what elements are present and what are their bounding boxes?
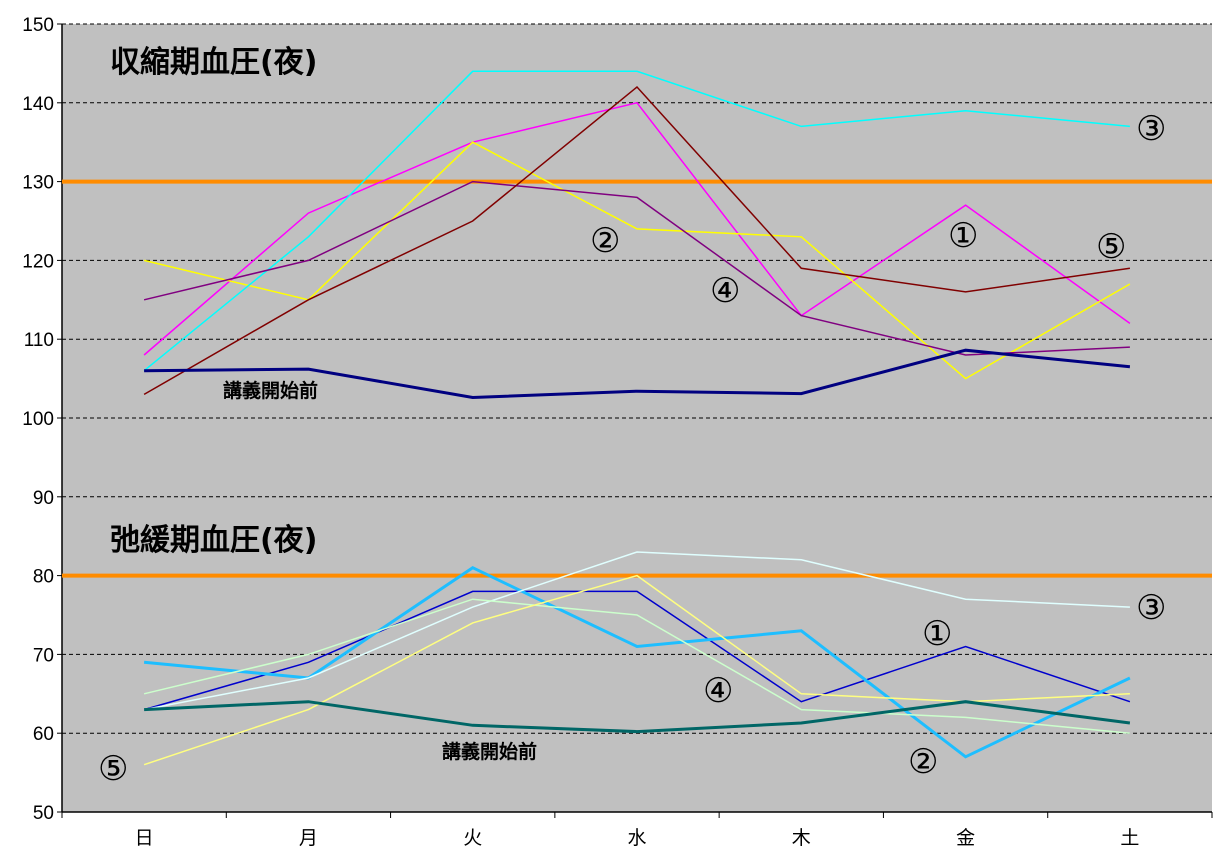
annotation-label: ③ xyxy=(1136,588,1166,628)
y-tick-label: 140 xyxy=(22,94,54,115)
x-tick-label: 水 xyxy=(627,827,646,849)
series-line-systolic-5 xyxy=(143,85,1131,396)
y-tick-label: 50 xyxy=(33,803,54,824)
x-tick-label: 木 xyxy=(792,827,811,849)
annotation-label: ⑤ xyxy=(98,749,128,789)
x-tick-label: 金 xyxy=(956,827,975,849)
annotation-label: ③ xyxy=(1136,109,1166,149)
annotation-label: ① xyxy=(922,614,952,654)
y-tick-label: 150 xyxy=(22,15,54,36)
x-tick-label: 土 xyxy=(1120,827,1139,849)
x-tick-label: 日 xyxy=(135,828,154,849)
series-line-systolic-3 xyxy=(143,70,1130,372)
chart-title-systolic: 収縮期血圧(夜) xyxy=(110,45,317,80)
y-tick-label: 90 xyxy=(33,488,54,509)
annotation-label: 講義開始前 xyxy=(442,740,537,763)
annotation-label: ② xyxy=(590,221,620,261)
annotation-label: 講義開始前 xyxy=(223,379,318,402)
y-tick-label: 120 xyxy=(22,251,54,272)
annotation-label: ② xyxy=(908,742,938,782)
y-tick-label: 110 xyxy=(24,330,54,351)
y-tick-label: 60 xyxy=(33,724,54,745)
series-line-diastolic-4 xyxy=(143,598,1130,734)
y-tick-label: 80 xyxy=(33,567,54,588)
y-tick-label: 130 xyxy=(22,173,54,194)
x-tick-label: 月 xyxy=(299,828,318,849)
y-tick-label: 70 xyxy=(33,645,54,666)
series-line-systolic-4 xyxy=(143,180,1130,356)
annotation-label: ⑤ xyxy=(1096,227,1126,267)
series-line-diastolic-6 xyxy=(144,700,1131,734)
annotation-label: ④ xyxy=(710,271,740,311)
series-line-diastolic-1 xyxy=(143,590,1131,711)
series-line-systolic-6 xyxy=(144,348,1131,400)
series-line-systolic-1 xyxy=(143,101,1131,356)
annotation-label: ④ xyxy=(703,671,733,711)
chart-title-diastolic: 弛緩期血圧(夜) xyxy=(110,523,317,558)
x-tick-label: 火 xyxy=(463,828,482,849)
y-tick-label: 100 xyxy=(22,409,54,430)
annotation-label: ① xyxy=(948,216,978,256)
series-line-diastolic-3 xyxy=(143,551,1130,711)
